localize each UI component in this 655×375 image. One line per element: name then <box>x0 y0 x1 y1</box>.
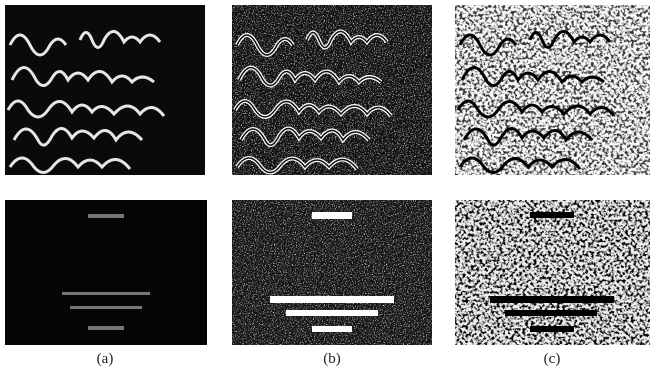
image-b-top <box>232 5 432 175</box>
image-c-bottom <box>455 200 650 345</box>
image-c-top <box>455 5 650 175</box>
page: {"figure": {"captions": ["(a)", "(b)", "… <box>0 0 655 375</box>
image-a-top <box>5 5 205 175</box>
caption: (b) <box>323 351 341 367</box>
image-a-bottom <box>5 200 207 345</box>
figure: (a) (b) (c) <box>0 0 655 375</box>
image-b-bottom <box>232 200 432 345</box>
caption: (a) <box>97 351 114 367</box>
caption: (c) <box>544 351 561 367</box>
